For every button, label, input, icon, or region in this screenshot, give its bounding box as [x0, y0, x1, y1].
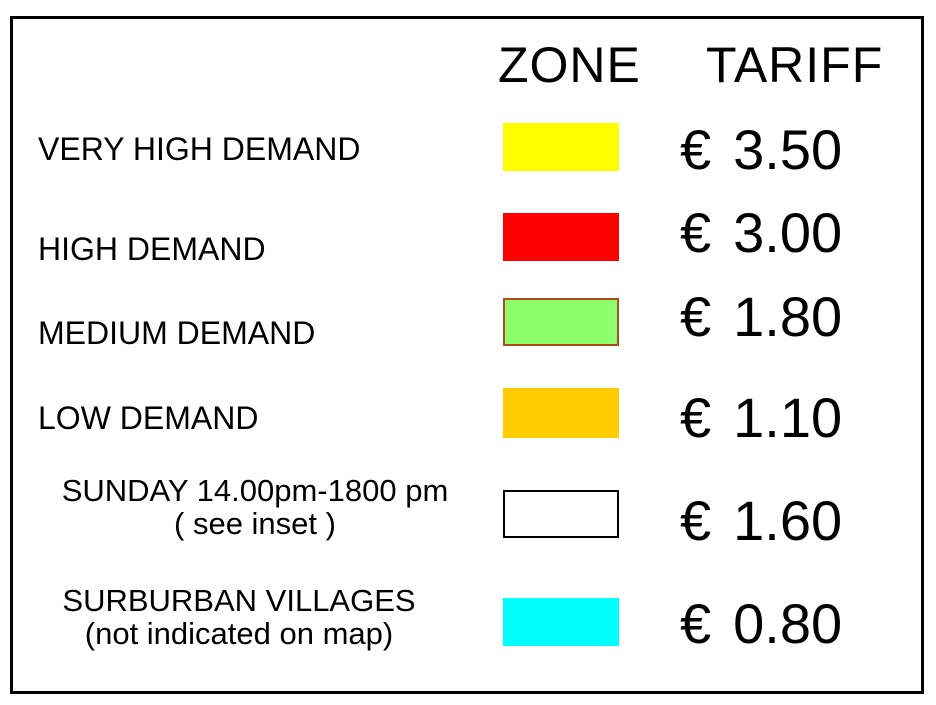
zone-label-low-demand: LOW DEMAND: [38, 400, 259, 436]
zone-label-suburban-villages: SURBURBAN VILLAGES (not indicated on map…: [14, 584, 464, 650]
tariff-header: TARIFF: [706, 37, 884, 93]
zone-label-line1: SUNDAY 14.00pm-1800 pm: [61, 473, 449, 508]
zone-swatch-suburban-villages: [503, 598, 619, 646]
legend-frame: [10, 16, 924, 694]
currency-symbol: €: [680, 118, 712, 181]
price-value: 3.00: [733, 201, 843, 264]
currency-symbol: €: [680, 386, 712, 449]
zone-header: ZONE: [498, 37, 641, 93]
zone-swatch-very-high-demand: [503, 123, 619, 171]
zone-label-very-high-demand: VERY HIGH DEMAND: [38, 131, 361, 167]
price-value: 1.10: [733, 386, 843, 449]
zone-label-line2: (not indicated on map): [84, 616, 394, 651]
zone-label-sunday: SUNDAY 14.00pm-1800 pm ( see inset ): [30, 474, 480, 540]
currency-symbol: €: [680, 285, 712, 348]
currency-symbol: €: [680, 201, 712, 264]
price-value: 3.50: [733, 118, 843, 181]
tariff-price-low-demand: €1.10: [680, 390, 842, 446]
price-value: 1.80: [733, 285, 843, 348]
zone-label-line2: ( see inset ): [174, 506, 336, 541]
zone-swatch-low-demand: [503, 388, 619, 438]
tariff-price-suburban-villages: €0.80: [680, 596, 842, 652]
zone-swatch-medium-demand: [503, 298, 619, 346]
tariff-price-high-demand: €3.00: [680, 205, 842, 261]
price-value: 0.80: [733, 592, 843, 655]
tariff-price-sunday: €1.60: [680, 493, 842, 549]
price-value: 1.60: [733, 489, 843, 552]
zone-swatch-sunday: [503, 490, 619, 538]
currency-symbol: €: [680, 592, 712, 655]
tariff-price-medium-demand: €1.80: [680, 289, 842, 345]
tariff-price-very-high-demand: €3.50: [680, 122, 842, 178]
zone-label-line1: SURBURBAN VILLAGES: [62, 583, 416, 618]
currency-symbol: €: [680, 489, 712, 552]
zone-swatch-high-demand: [503, 213, 619, 261]
zone-label-medium-demand: MEDIUM DEMAND: [38, 315, 316, 351]
zone-label-high-demand: HIGH DEMAND: [38, 231, 266, 267]
